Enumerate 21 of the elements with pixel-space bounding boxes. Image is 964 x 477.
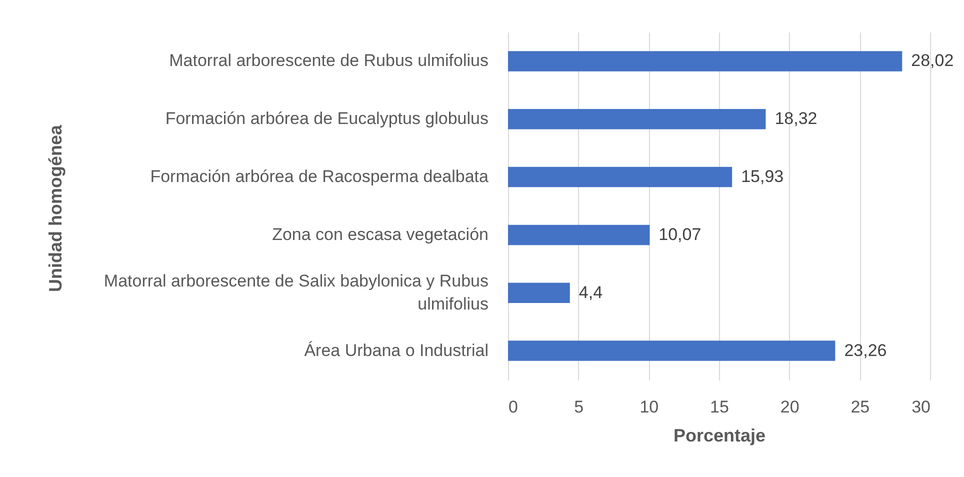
x-tick-label: 5 [574, 398, 584, 416]
data-label: 10,07 [658, 224, 702, 244]
y-tick-label: Área Urbana o Industrial [304, 340, 488, 360]
data-label: 28,02 [911, 51, 954, 70]
y-axis-title: Unidad homogénea [46, 124, 66, 292]
x-axis-title: Porcentaje [673, 426, 766, 446]
x-tick-label: 30 [912, 398, 930, 416]
y-tick-label: Formación arbórea de Eucalyptus globulus [165, 109, 488, 128]
y-tick-label: Matorral arborescente de Rubus ulmifolius [169, 51, 488, 70]
y-tick-label: Zona con escasa vegetación [272, 224, 488, 244]
data-label: 18,32 [774, 109, 818, 128]
y-tick-label: Formación arbórea de Racosperma dealbata [150, 167, 490, 186]
data-label: 15,93 [741, 167, 784, 186]
x-tick-label: 15 [710, 398, 729, 416]
x-tick-label: 20 [780, 398, 800, 416]
y-tick-label: Matorral arborescente de Salix babylonica y Rubus ulmifolius [104, 271, 488, 314]
x-tick-label: 25 [850, 398, 870, 416]
data-label: 4,4 [578, 282, 603, 302]
x-tick-label: 10 [640, 398, 659, 416]
x-tick-label: 0 [508, 398, 518, 416]
data-label: 23,26 [844, 340, 887, 360]
